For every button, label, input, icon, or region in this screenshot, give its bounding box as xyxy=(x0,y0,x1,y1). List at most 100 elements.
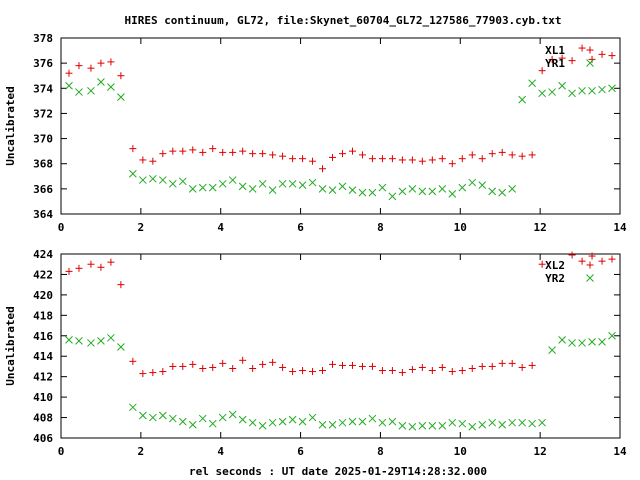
x-tick-label: 12 xyxy=(534,445,547,458)
data-point xyxy=(438,363,446,371)
x-tick-label: 2 xyxy=(138,221,145,234)
x-tick-label: 14 xyxy=(613,221,627,234)
data-point xyxy=(198,414,207,423)
data-point xyxy=(258,179,267,188)
x-tick-label: 10 xyxy=(454,221,467,234)
y-tick-label: 374 xyxy=(33,82,53,95)
data-point-d2 xyxy=(538,418,546,427)
data-point xyxy=(65,69,73,77)
data-point-d2 xyxy=(298,417,307,426)
data-point xyxy=(508,418,517,427)
data-point xyxy=(117,281,125,289)
data-point xyxy=(608,52,616,60)
data-point xyxy=(438,421,447,430)
data-point xyxy=(278,417,287,426)
data-point xyxy=(298,417,307,426)
data-point-d2 xyxy=(168,414,177,423)
data-point xyxy=(368,155,376,163)
data-point-d2 xyxy=(428,421,437,430)
data-point xyxy=(117,93,125,101)
data-point-d2 xyxy=(218,179,227,188)
data-point xyxy=(288,179,297,188)
data-point xyxy=(148,413,157,422)
data-point xyxy=(378,183,387,192)
data-point xyxy=(229,148,237,156)
data-point-d2 xyxy=(107,83,115,91)
data-point xyxy=(319,367,327,375)
data-point xyxy=(588,86,596,95)
data-point xyxy=(65,336,73,344)
data-point-d2 xyxy=(258,421,267,430)
data-point xyxy=(488,362,496,370)
data-point xyxy=(548,55,556,63)
panel-2: 0 2 4 6 8 10 12 14 406 408 410 412 414 416 418 420 422 42… xyxy=(4,248,627,458)
data-point xyxy=(318,185,327,193)
plot-frame xyxy=(60,37,621,215)
data-point xyxy=(508,359,516,367)
data-point xyxy=(75,88,83,96)
data-point xyxy=(65,81,73,90)
data-point xyxy=(558,54,566,62)
data-point-d2 xyxy=(258,179,267,188)
data-point xyxy=(75,264,83,272)
data-point xyxy=(348,147,356,155)
data-point xyxy=(75,337,83,345)
data-point xyxy=(319,165,327,173)
y-tick-label: 414 xyxy=(33,350,53,363)
data-point xyxy=(478,420,487,429)
data-point xyxy=(468,178,477,187)
data-point xyxy=(588,252,596,260)
data-point xyxy=(178,417,187,426)
data-point-d2 xyxy=(318,420,327,429)
data-point-d2 xyxy=(588,338,596,346)
data-point xyxy=(598,85,606,94)
data-point xyxy=(418,363,426,371)
data-point xyxy=(269,151,277,159)
data-point xyxy=(169,147,177,155)
y-tick-label: 408 xyxy=(33,412,53,425)
data-point-d2 xyxy=(478,181,487,189)
data-point xyxy=(458,155,466,163)
data-point-d2 xyxy=(117,93,125,101)
chart-title: HIRES continuum, GL72, file:Skynet_60704… xyxy=(124,14,561,27)
y-tick-label: 424 xyxy=(33,248,53,261)
data-point-d2 xyxy=(588,86,596,95)
data-point xyxy=(218,179,227,188)
data-point xyxy=(418,187,427,196)
data-point-d2 xyxy=(198,414,207,423)
data-point xyxy=(87,64,95,72)
data-point-d2 xyxy=(468,422,477,431)
data-point xyxy=(218,413,227,422)
data-point xyxy=(378,367,386,375)
data-point xyxy=(448,368,456,376)
x-tick-label: 12 xyxy=(534,221,547,234)
data-point xyxy=(548,88,556,96)
data-point-d2 xyxy=(208,183,217,192)
data-point-d2 xyxy=(328,186,337,194)
data-point xyxy=(318,420,327,429)
data-point-d2 xyxy=(117,343,125,351)
data-point-d2 xyxy=(528,419,537,428)
data-point xyxy=(588,55,596,63)
data-point xyxy=(65,267,73,275)
data-point-d2 xyxy=(139,176,147,184)
data-point-d2 xyxy=(538,89,546,98)
series-yr1 xyxy=(65,78,616,201)
data-point xyxy=(468,364,476,372)
data-point-d2 xyxy=(558,336,566,344)
panel-1: 0 2 4 6 8 10 12 14 364 366 368 370 372 374 376 378 Uncal… xyxy=(4,32,627,234)
data-point-d2 xyxy=(438,421,447,430)
data-point xyxy=(329,153,337,161)
series-xl2 xyxy=(65,251,616,378)
data-point-d2 xyxy=(598,85,606,94)
data-point xyxy=(229,364,237,372)
data-point-d2 xyxy=(518,418,527,427)
data-point xyxy=(338,418,347,427)
data-point-d2 xyxy=(398,187,407,196)
data-point-d2 xyxy=(608,84,616,93)
data-point xyxy=(468,422,477,431)
data-point xyxy=(548,346,556,354)
data-point xyxy=(478,155,486,163)
data-point xyxy=(149,157,157,165)
data-point-d2 xyxy=(178,417,187,426)
